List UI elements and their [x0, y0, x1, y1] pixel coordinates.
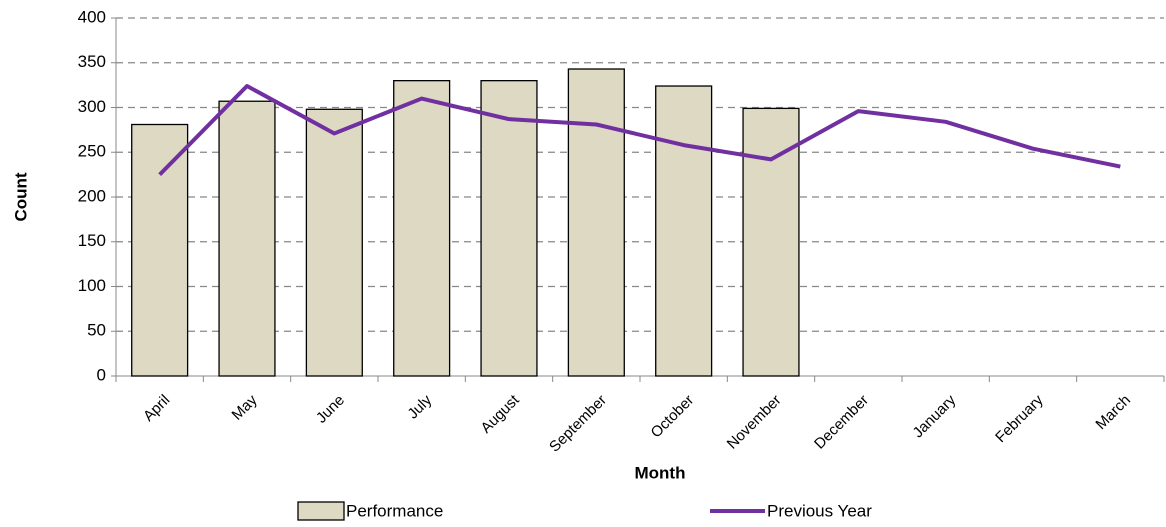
bar — [742, 107, 800, 377]
x-tick-label: August — [478, 391, 524, 437]
legend-swatch — [297, 501, 345, 521]
bar — [305, 108, 363, 377]
bar — [480, 80, 538, 377]
x-tick-label: November — [724, 392, 785, 453]
y-tick-label: 100 — [78, 276, 106, 295]
legend-label: Previous Year — [767, 501, 872, 520]
x-axis-label: Month — [635, 463, 686, 482]
bar — [131, 123, 189, 377]
bar — [218, 100, 276, 377]
y-tick-label: 150 — [78, 231, 106, 250]
bar — [655, 85, 713, 377]
legend-label: Performance — [346, 501, 443, 520]
y-tick-label: 350 — [78, 52, 106, 71]
y-tick-label: 300 — [78, 97, 106, 116]
line — [158, 84, 1121, 177]
x-tick-label: April — [140, 392, 173, 425]
x-tick-label: December — [811, 392, 872, 453]
y-tick-label: 50 — [87, 321, 106, 340]
x-tick-label: October — [648, 392, 698, 442]
bar — [567, 68, 625, 377]
x-tick-label: September — [546, 392, 610, 456]
y-tick-label: 200 — [78, 186, 106, 205]
x-tick-label: June — [313, 392, 348, 427]
x-tick-label: July — [404, 391, 435, 422]
bar — [393, 80, 451, 377]
x-tick-label: March — [1092, 392, 1133, 433]
y-tick-label: 0 — [97, 365, 106, 384]
y-tick-label: 400 — [78, 7, 106, 26]
y-tick-label: 250 — [78, 142, 106, 161]
x-tick-label: May — [229, 391, 261, 423]
x-tick-label: January — [910, 391, 960, 441]
x-tick-label: February — [992, 391, 1047, 446]
y-axis-label: Count — [11, 172, 30, 221]
